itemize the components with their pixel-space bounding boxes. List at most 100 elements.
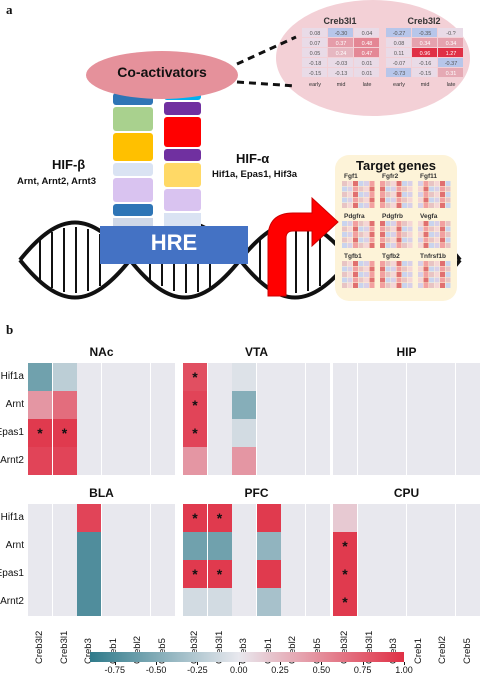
- target-gene-cell: [396, 226, 402, 232]
- target-gene-cell: [402, 221, 407, 226]
- target-gene-cell: [380, 197, 385, 203]
- panel-a: a Creb3l1 Creb3l2 0.08 -0.30 0.04 -0.27 -0.35 -…: [0, 0, 481, 320]
- heatmap-cell: [406, 504, 431, 532]
- heatmap-cell: [183, 532, 207, 560]
- target-gene-cell: [385, 266, 391, 272]
- heatmap-cell: [305, 588, 330, 616]
- target-gene-cell: [418, 277, 423, 283]
- heatmap-cell: [281, 532, 305, 560]
- heatmap-cell: [406, 363, 431, 391]
- zoom-cell: [328, 28, 353, 37]
- colorbar-tick-label: -0.50: [145, 665, 167, 675]
- target-gene-cell: [369, 272, 375, 277]
- heatmap-cell: [455, 532, 480, 560]
- zoom-cell: [386, 58, 411, 67]
- target-gene-cell: [396, 237, 402, 243]
- zoom-connector-bottom: [236, 80, 297, 88]
- target-gene-cell: [423, 266, 429, 272]
- row-label: Arnt: [5, 540, 24, 551]
- heatmap-cell: [357, 560, 382, 588]
- target-gene-cell: [429, 197, 434, 203]
- significance-star: *: [342, 566, 348, 582]
- target-gene-cell: [402, 261, 407, 266]
- heatmap-cell: [357, 532, 382, 560]
- target-gene-cell: [353, 261, 358, 266]
- target-gene-cell: [440, 261, 445, 266]
- target-gene-name: Tgfb2: [382, 253, 400, 260]
- target-gene-cell: [434, 261, 440, 266]
- target-gene-cell: [423, 277, 429, 283]
- heatmap-cell: *: [333, 560, 357, 588]
- significance-star: *: [192, 425, 198, 441]
- target-gene-cell: [434, 181, 440, 186]
- target-gene-cell: [445, 261, 451, 266]
- target-gene-cell: [342, 277, 347, 283]
- target-gene-cell: [396, 232, 402, 237]
- target-gene-cell: [385, 283, 391, 288]
- target-gene-cell: [385, 277, 391, 283]
- colorbar-gradient: [90, 652, 404, 662]
- heatmap-cell: [150, 391, 175, 419]
- target-gene-cell: [358, 181, 364, 186]
- target-gene-cell: [342, 237, 347, 243]
- zoom-cell: [386, 68, 411, 77]
- heatmap-cell: [455, 447, 480, 475]
- heatmap-cell: [431, 447, 455, 475]
- heatmap-cell: [207, 419, 232, 447]
- heatmap-cell: [232, 391, 256, 419]
- target-gene-name: Tgfb1: [344, 253, 362, 260]
- zoom-cell-value: 0.04: [362, 31, 373, 37]
- zoom-cell: [328, 38, 353, 47]
- heatmap-cell: [207, 447, 232, 475]
- coactivators-label: Co-activators: [117, 64, 207, 80]
- target-gene-cell: [347, 261, 353, 266]
- panel-a-diagram: Creb3l1 Creb3l2 0.08 -0.30 0.04 -0.27 -0.35 -0.…: [18, 0, 470, 301]
- target-gene-cell: [369, 181, 375, 186]
- heatmap-cell: *: [333, 588, 357, 616]
- target-gene-cell: [396, 181, 402, 186]
- target-gene-cell: [380, 186, 385, 192]
- heatmap-cell: [28, 363, 52, 391]
- heatmap-title: VTA: [244, 345, 269, 359]
- target-gene-cell: [418, 232, 423, 237]
- heatmap-cell: [232, 532, 256, 560]
- heatmap-cell: [256, 363, 281, 391]
- zoom-cell: [438, 38, 463, 47]
- target-gene-name: Pdgfrb: [382, 213, 403, 220]
- target-gene-cell: [402, 232, 407, 237]
- target-gene-cell: [358, 232, 364, 237]
- heatmap-cell: [333, 391, 357, 419]
- target-genes-title: Target genes: [356, 158, 436, 173]
- target-gene-cell: [353, 197, 358, 203]
- target-gene-cell: [429, 181, 434, 186]
- target-gene-cell: [364, 237, 369, 243]
- target-gene-cell: [342, 243, 347, 248]
- target-gene-cell: [364, 197, 369, 203]
- heatmap-cell: [357, 363, 382, 391]
- target-gene-cell: [385, 203, 391, 208]
- target-gene-name: Fgfr2: [382, 173, 399, 180]
- target-gene-cell: [396, 261, 402, 266]
- target-gene-cell: [440, 221, 445, 226]
- target-gene-cell: [423, 261, 429, 266]
- heatmap-cell: [150, 504, 175, 532]
- target-gene-cell: [358, 237, 364, 243]
- heatmap-cell: [232, 447, 256, 475]
- target-gene-cell: [385, 197, 391, 203]
- target-gene-cell: [380, 283, 385, 288]
- target-gene-cell: [418, 272, 423, 277]
- significance-star: *: [192, 566, 198, 582]
- significance-star: *: [37, 425, 43, 441]
- hif-beta-stack: [113, 93, 153, 226]
- colorbar-tick-label: -0.75: [104, 665, 126, 675]
- target-gene-cell: [391, 283, 396, 288]
- heatmap-cell: [382, 504, 406, 532]
- heatmap-cell: [455, 588, 480, 616]
- target-gene-cell: [407, 203, 413, 208]
- heatmap-cell: *: [183, 560, 207, 588]
- target-gene-cell: [380, 272, 385, 277]
- target-gene-cell: [440, 272, 445, 277]
- target-gene-cell: [385, 272, 391, 277]
- target-gene-cell: [429, 192, 434, 197]
- target-gene-cell: [364, 243, 369, 248]
